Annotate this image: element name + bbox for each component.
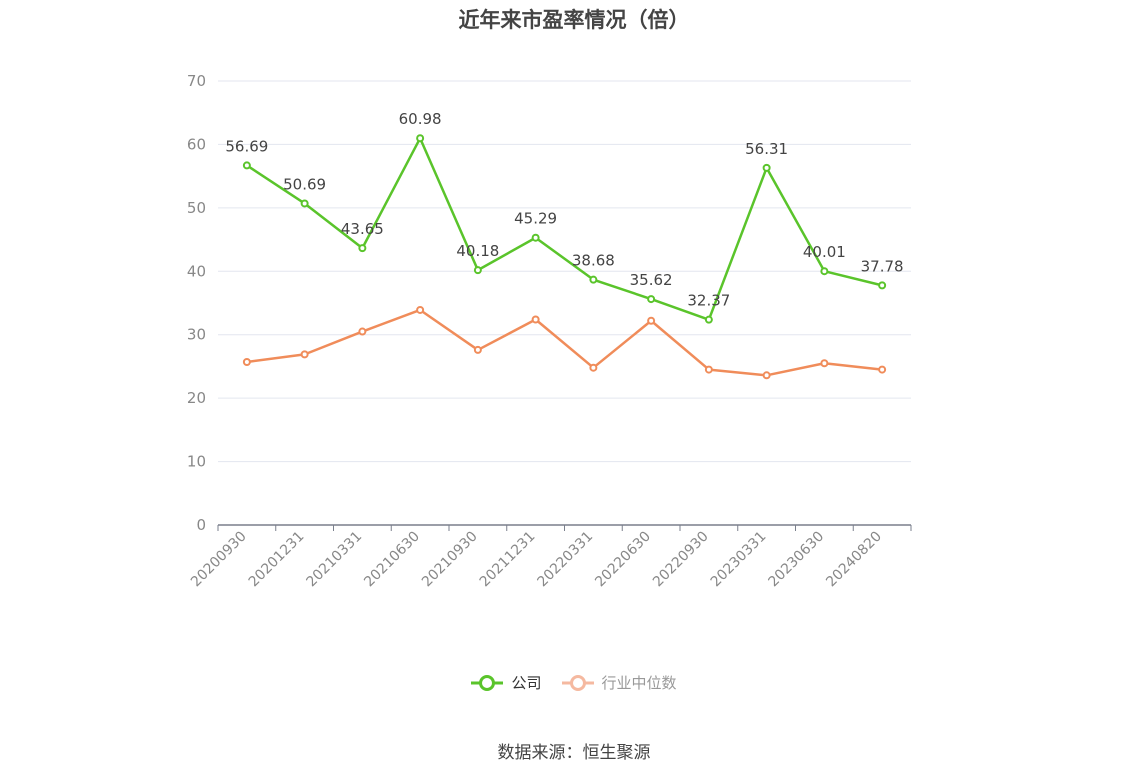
data-point-industry-median	[647, 316, 656, 325]
data-label: 60.98	[399, 110, 442, 128]
series-line-company	[246, 136, 883, 321]
legend-item-industry-median[interactable]: 行业中位数	[561, 672, 677, 693]
data-point-industry-median	[589, 363, 598, 372]
data-label: 37.78	[861, 257, 904, 275]
data-label: 32.37	[687, 292, 730, 310]
data-point-company	[416, 134, 425, 143]
x-tick-label: 20201231	[246, 529, 308, 591]
legend-label-company: 公司	[511, 674, 542, 692]
legend-swatch-industry-median-icon	[561, 674, 594, 691]
data-label: 38.68	[572, 252, 615, 270]
y-tick-label: 30	[187, 326, 206, 344]
chart-title: 近年来市盈率情况（倍）	[458, 8, 690, 32]
data-label: 50.69	[283, 175, 326, 193]
data-point-company	[820, 267, 829, 276]
data-point-industry-median	[762, 371, 771, 380]
data-label: 45.29	[514, 210, 557, 228]
data-label: 56.31	[745, 140, 788, 158]
data-point-company	[647, 295, 656, 304]
y-tick-label: 10	[187, 453, 206, 471]
data-point-industry-median	[531, 315, 540, 324]
x-tick-label: 20230331	[708, 529, 770, 591]
data-label: 40.18	[456, 242, 499, 260]
y-tick-label: 60	[187, 135, 206, 153]
data-label: 43.65	[341, 220, 384, 238]
data-point-industry-median	[878, 365, 887, 374]
x-tick-label: 20240820	[823, 529, 885, 591]
y-tick-label: 40	[187, 262, 206, 280]
data-label: 40.01	[803, 243, 846, 261]
y-tick-label: 50	[187, 199, 206, 217]
data-point-company	[531, 233, 540, 242]
data-point-industry-median	[300, 350, 309, 359]
series-line-industry-median	[246, 308, 883, 377]
data-labels: 56.69 50.69 43.65 60.98 40.18 45.29 38.68 35.62…	[225, 110, 903, 309]
data-source-note: 数据来源：恒生聚源	[497, 743, 651, 763]
x-tick-label: 20210331	[303, 529, 365, 591]
data-point-company	[878, 281, 887, 290]
x-tick-label: 20210930	[419, 529, 481, 591]
data-label: 35.62	[630, 271, 673, 289]
data-point-industry-median	[416, 305, 425, 314]
data-point-company	[704, 315, 713, 324]
data-point-company	[300, 199, 309, 208]
x-tick-label: 20210630	[361, 529, 423, 591]
data-point-industry-median	[358, 327, 367, 336]
data-point-company	[473, 266, 482, 275]
legend: 公司 行业中位数	[0, 672, 1148, 693]
data-point-company	[358, 244, 367, 253]
grid-lines	[218, 80, 911, 463]
x-tick-label: 20220331	[534, 529, 596, 591]
series-layer	[242, 134, 887, 380]
x-tick-label: 20230630	[765, 529, 827, 591]
legend-item-company[interactable]: 公司	[471, 672, 542, 693]
data-point-industry-median	[242, 357, 251, 366]
data-point-industry-median	[704, 365, 713, 374]
x-tick-label: 20211231	[477, 529, 539, 591]
data-point-company	[589, 275, 598, 284]
data-point-industry-median	[820, 359, 829, 368]
legend-swatch-company-icon	[471, 674, 504, 691]
legend-label-industry-median: 行业中位数	[601, 674, 677, 692]
x-tick-label: 20220630	[592, 529, 654, 591]
x-tick-label: 20200930	[188, 529, 250, 591]
x-tick-label: 20220930	[650, 529, 712, 591]
y-tick-label: 0	[196, 516, 206, 534]
data-point-company	[762, 163, 771, 172]
data-point-company	[242, 161, 251, 170]
data-label: 56.69	[225, 137, 268, 155]
y-tick-label: 20	[187, 389, 206, 407]
data-point-industry-median	[473, 345, 482, 354]
y-tick-label: 70	[187, 72, 206, 90]
